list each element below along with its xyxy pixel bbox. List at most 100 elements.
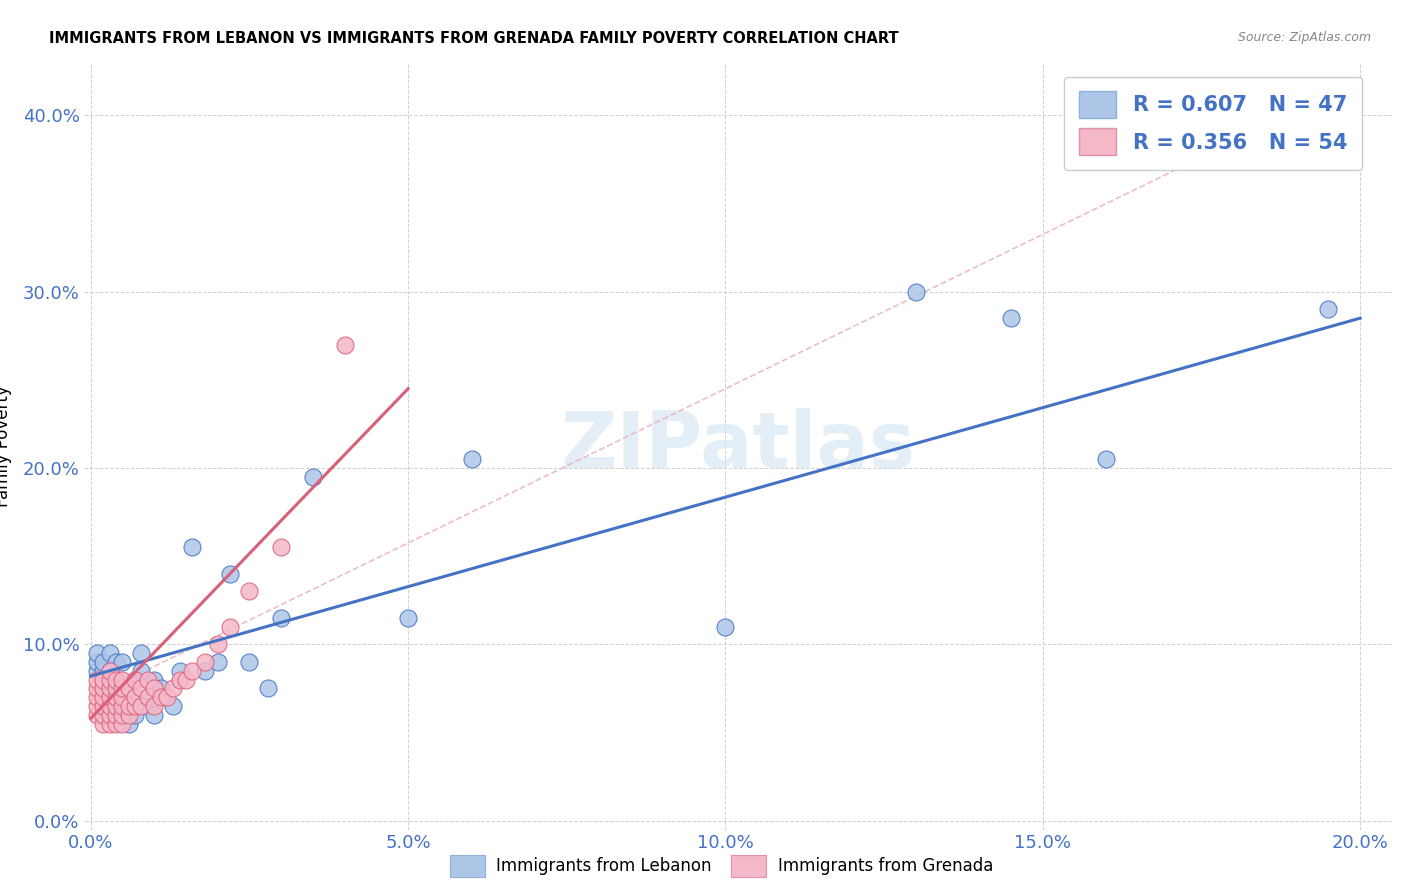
Point	[111, 681, 134, 696]
Point	[105, 707, 128, 722]
Point	[111, 690, 134, 705]
Point	[118, 681, 141, 696]
Point	[131, 664, 153, 678]
Point	[93, 664, 115, 678]
Point	[93, 681, 115, 696]
Point	[86, 664, 108, 678]
Point	[1317, 302, 1340, 317]
Point	[93, 673, 115, 687]
Point	[98, 699, 121, 714]
Point	[302, 470, 325, 484]
Point	[162, 681, 184, 696]
Point	[124, 673, 146, 687]
Point	[169, 673, 191, 687]
Point	[396, 611, 419, 625]
Point	[149, 690, 172, 705]
Point	[105, 716, 128, 731]
Point	[257, 681, 280, 696]
Legend: R = 0.607   N = 47, R = 0.356   N = 54: R = 0.607 N = 47, R = 0.356 N = 54	[1064, 77, 1362, 169]
Point	[86, 646, 108, 660]
Point	[86, 673, 108, 687]
Point	[131, 681, 153, 696]
Point	[219, 620, 242, 634]
Point	[169, 664, 191, 678]
Point	[270, 611, 292, 625]
Point	[98, 690, 121, 705]
Point	[86, 690, 108, 705]
Point	[1095, 452, 1118, 467]
Point	[124, 690, 146, 705]
Point	[93, 655, 115, 669]
Point	[118, 681, 141, 696]
Point	[714, 620, 737, 634]
Point	[194, 655, 217, 669]
Point	[86, 699, 108, 714]
Point	[93, 716, 115, 731]
Point	[124, 699, 146, 714]
Point	[86, 655, 108, 669]
Point	[124, 707, 146, 722]
Point	[143, 681, 166, 696]
Text: IMMIGRANTS FROM LEBANON VS IMMIGRANTS FROM GRENADA FAMILY POVERTY CORRELATION CH: IMMIGRANTS FROM LEBANON VS IMMIGRANTS FR…	[49, 31, 898, 46]
Point	[1000, 311, 1022, 326]
Point	[904, 285, 927, 299]
Point	[238, 655, 260, 669]
Point	[136, 673, 159, 687]
Point	[98, 707, 121, 722]
Point	[124, 673, 146, 687]
Point	[131, 699, 153, 714]
Text: Immigrants from Lebanon: Immigrants from Lebanon	[496, 856, 711, 875]
Point	[181, 664, 204, 678]
Point	[105, 655, 128, 669]
Text: Immigrants from Grenada: Immigrants from Grenada	[778, 856, 993, 875]
Point	[105, 707, 128, 722]
Point	[98, 699, 121, 714]
Point	[98, 646, 121, 660]
Point	[156, 690, 179, 705]
Point	[162, 699, 184, 714]
Point	[86, 707, 108, 722]
Point	[111, 716, 134, 731]
Text: ZIPatlas: ZIPatlas	[561, 408, 915, 484]
Point	[143, 699, 166, 714]
Point	[111, 690, 134, 705]
Point	[98, 664, 121, 678]
Point	[93, 699, 115, 714]
Point	[111, 681, 134, 696]
Point	[149, 681, 172, 696]
Point	[136, 690, 159, 705]
Point	[219, 566, 242, 581]
Point	[93, 681, 115, 696]
Point	[111, 707, 134, 722]
Point	[118, 699, 141, 714]
Point	[98, 690, 121, 705]
Point	[93, 673, 115, 687]
Point	[105, 690, 128, 705]
Text: Source: ZipAtlas.com: Source: ZipAtlas.com	[1237, 31, 1371, 45]
Point	[136, 699, 159, 714]
Point	[98, 716, 121, 731]
Point	[118, 716, 141, 731]
Point	[93, 690, 115, 705]
Point	[174, 673, 197, 687]
Point	[105, 690, 128, 705]
Point	[98, 673, 121, 687]
Y-axis label: Family Poverty: Family Poverty	[0, 385, 11, 507]
Point	[93, 707, 115, 722]
Point	[111, 673, 134, 687]
Point	[105, 673, 128, 687]
Point	[238, 584, 260, 599]
Point	[131, 646, 153, 660]
Point	[98, 664, 121, 678]
Point	[194, 664, 217, 678]
Point	[143, 673, 166, 687]
Point	[181, 541, 204, 555]
Point	[105, 681, 128, 696]
Point	[333, 337, 356, 351]
Point	[111, 707, 134, 722]
Point	[105, 673, 128, 687]
Point	[207, 637, 229, 651]
Point	[118, 707, 141, 722]
Point	[111, 699, 134, 714]
Point	[460, 452, 482, 467]
